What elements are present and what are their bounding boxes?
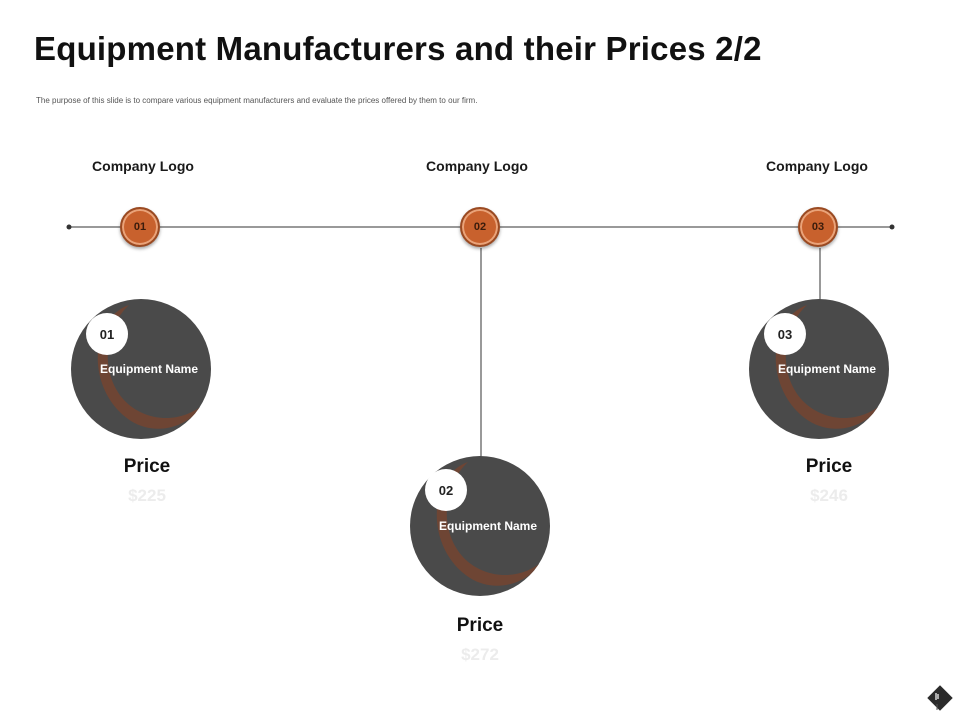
timeline-start-dot — [66, 224, 72, 230]
price-value-1: $225 — [128, 486, 166, 505]
equipment-number-badge-2: 02 — [425, 469, 467, 511]
equipment-number-badge-1: 01 — [86, 313, 128, 355]
equipment-number-badge-3: 03 — [764, 313, 806, 355]
timeline-end-dot — [889, 224, 895, 230]
diamond-navigation-icon[interactable] — [926, 684, 954, 712]
equipment-name-3: Equipment Name — [777, 362, 876, 376]
timeline-step-03: 03 — [798, 207, 838, 247]
timeline-step-01: 01 — [120, 207, 160, 247]
timeline-step-02: 02 — [460, 207, 500, 247]
price-value-3: $246 — [810, 486, 848, 505]
company-logo-label-1: Company Logo — [92, 158, 194, 174]
equipment-circle-3: Equipment Name — [749, 299, 889, 439]
price-value-2: $272 — [461, 645, 499, 664]
slide-subtitle: The purpose of this slide is to compare … — [36, 96, 478, 105]
price-label-2: Price — [456, 615, 504, 636]
company-logo-label-3: Company Logo — [766, 158, 868, 174]
equipment-name-2: Equipment Name — [438, 519, 537, 533]
price-label-3: Price — [805, 456, 853, 477]
company-logo-label-2: Company Logo — [426, 158, 528, 174]
price-label-1: Price — [123, 456, 171, 477]
slide-title: Equipment Manufacturers and their Prices… — [34, 30, 762, 67]
equipment-name-1: Equipment Name — [99, 362, 198, 376]
